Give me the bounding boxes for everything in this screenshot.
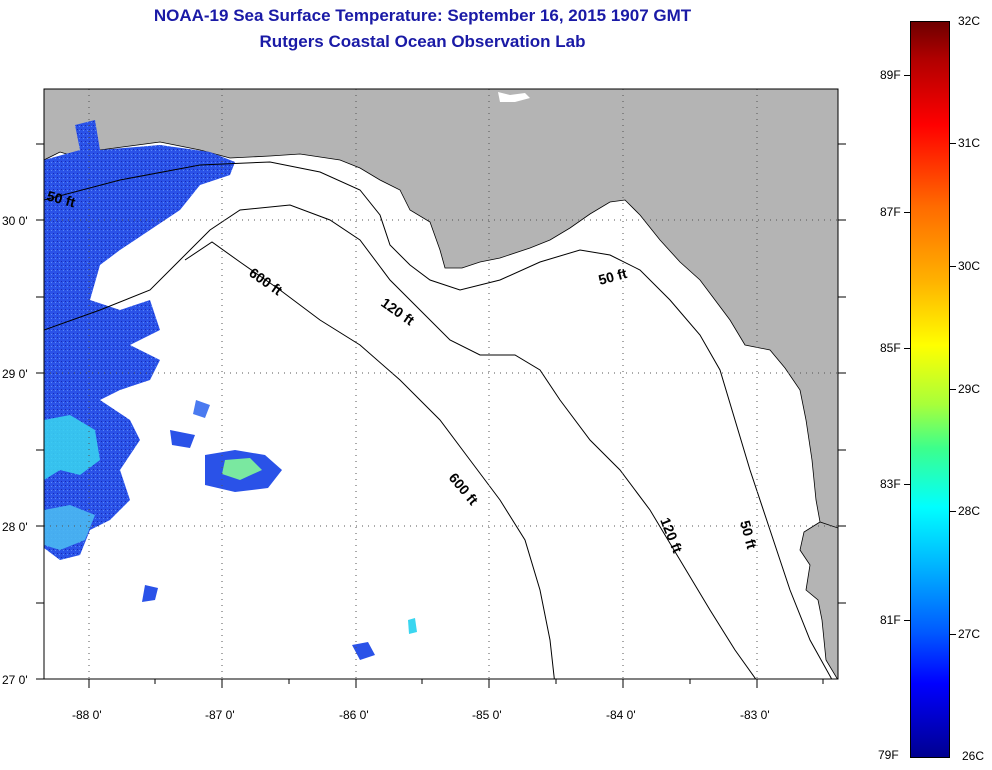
colorbar-c-label: 26C xyxy=(962,749,985,763)
colorbar-f-label: 83F xyxy=(880,477,901,491)
lon-label: -86 0' xyxy=(339,708,369,722)
island xyxy=(498,92,530,102)
colorbar-c-label: 29C xyxy=(958,382,981,396)
map-title: NOAA-19 Sea Surface Temperature: Septemb… xyxy=(153,6,692,25)
colorbar-f-label: 81F xyxy=(880,613,901,627)
graticule xyxy=(44,89,838,679)
colorbar-f-label: 85F xyxy=(880,341,901,355)
contour-label: 50 ft xyxy=(737,519,760,551)
lat-label: 30 0' xyxy=(2,214,28,228)
map-subtitle: Rutgers Coastal Ocean Observation Lab xyxy=(259,32,586,51)
lon-label: -83 0' xyxy=(740,708,770,722)
colorbar-c-label: 30C xyxy=(958,259,981,273)
colorbar-f-label: 87F xyxy=(880,205,901,219)
lon-label: -85 0' xyxy=(472,708,502,722)
axis-ticks xyxy=(36,143,846,688)
lon-label: -87 0' xyxy=(205,708,235,722)
lat-label: 28 0' xyxy=(2,520,28,534)
contour-label: 50 ft xyxy=(45,187,77,210)
sst-data-patches xyxy=(44,120,417,660)
colorbar-f-label: 79F xyxy=(878,748,899,762)
lat-label: 27 0' xyxy=(2,673,28,687)
lon-label: -84 0' xyxy=(606,708,636,722)
temperature-colorbar xyxy=(910,21,950,758)
colorbar-f-label: 89F xyxy=(880,68,901,82)
map-frame xyxy=(43,88,839,680)
colorbar-c-label: 31C xyxy=(958,136,981,150)
colorbar-c-label: 27C xyxy=(958,627,981,641)
lon-label: -88 0' xyxy=(72,708,102,722)
depth-contours xyxy=(44,161,833,679)
colorbar-c-label: 28C xyxy=(958,504,981,518)
colorbar-c-label: 32C xyxy=(958,14,981,28)
contour-label: 50 ft xyxy=(597,265,629,288)
lat-label: 29 0' xyxy=(2,367,28,381)
